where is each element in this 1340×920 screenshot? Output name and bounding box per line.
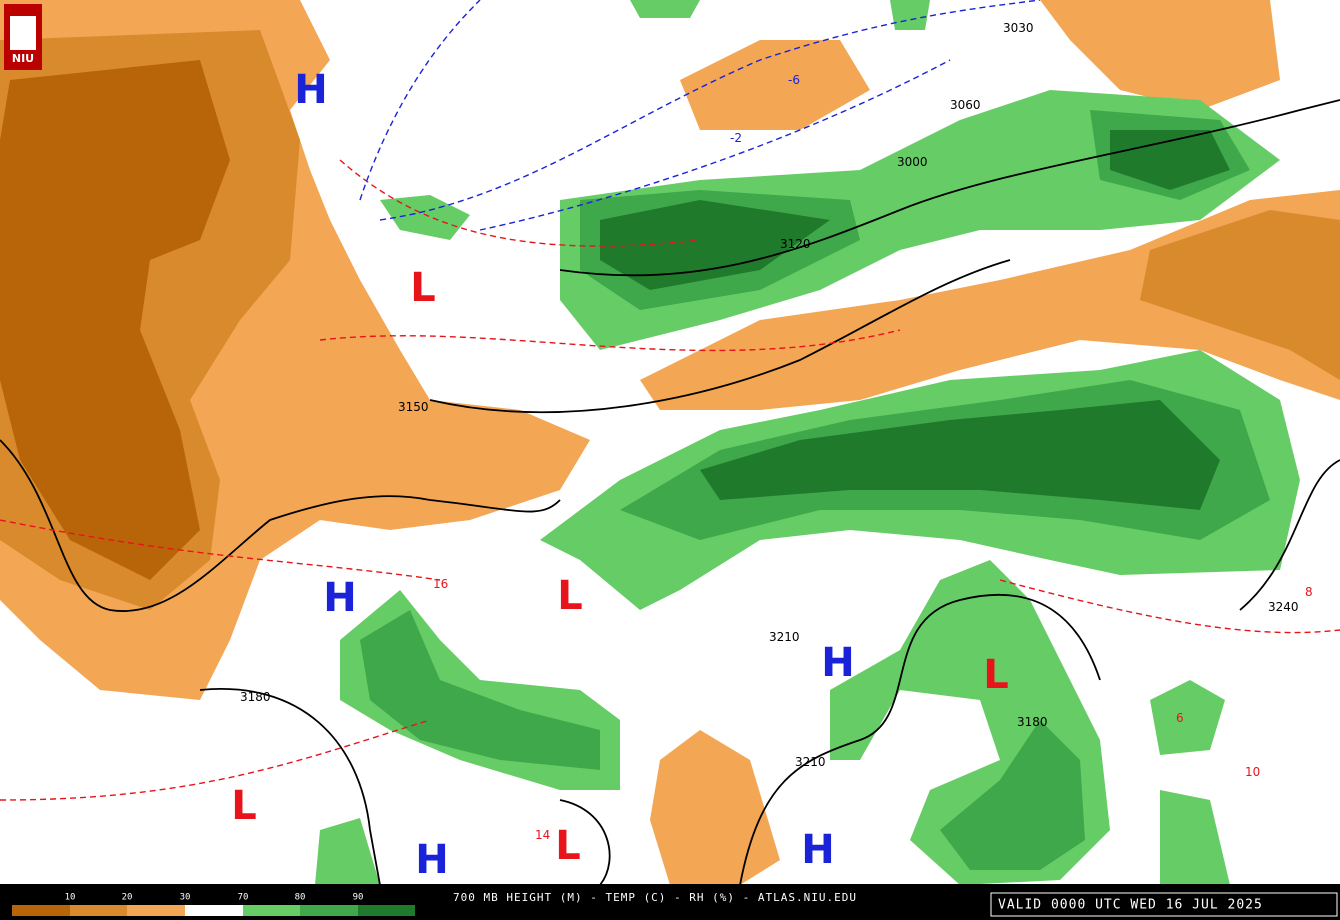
low-center: L (410, 265, 436, 311)
height-label: 3210 (769, 630, 800, 644)
height-contour (559, 99, 1340, 277)
rh-dry-30 (1040, 0, 1280, 110)
temp-label: 6 (1176, 711, 1184, 725)
height-label: 3180 (240, 690, 271, 704)
temp-contour (0, 159, 1340, 801)
height-label: 3210 (795, 755, 826, 769)
height-label: 3240 (1268, 600, 1299, 614)
height-label: 3150 (398, 400, 429, 414)
rh-moist-90 (600, 130, 1230, 290)
legend-label: 70 (238, 893, 249, 903)
legend-swatch (185, 905, 243, 916)
legend-swatch (300, 905, 358, 916)
legend-swatch (243, 905, 300, 916)
high-center: H (821, 640, 854, 686)
logo-text: NIU (12, 52, 34, 65)
height-contour (429, 259, 1011, 414)
height-label: 3120 (780, 237, 811, 251)
legend-label: 10 (65, 893, 76, 903)
temp-label: -6 (788, 73, 800, 87)
high-center: H (294, 67, 327, 113)
legend-label: 80 (295, 893, 306, 903)
height-label: 3030 (1003, 21, 1034, 35)
rh-shading (0, 0, 1340, 885)
legend: 10 20 30 70 80 90 (12, 893, 415, 916)
rh-moist-80 (940, 720, 1085, 870)
low-center: L (983, 652, 1009, 698)
valid-box (990, 892, 1338, 917)
rh-dry-10 (0, 60, 230, 580)
temp-label: 10 (1245, 765, 1260, 779)
legend-swatch (70, 905, 127, 916)
rh-dry-20 (1140, 210, 1340, 380)
logo-building (10, 16, 36, 50)
low-center: L (231, 783, 257, 829)
height-label: 3000 (897, 155, 928, 169)
legend-swatch (127, 905, 185, 916)
legend-swatch (358, 905, 415, 916)
height-label: 3060 (950, 98, 981, 112)
legend-swatch (12, 905, 70, 916)
legend-label: 20 (122, 893, 133, 903)
rh-dry-30 (680, 40, 870, 130)
rh-dry-30 (650, 730, 780, 885)
height-label: 3180 (1017, 715, 1048, 729)
legend-label: 90 (353, 893, 364, 903)
rh-moist-80 (360, 610, 600, 770)
height-contour (199, 459, 1340, 886)
low-center: L (557, 573, 583, 619)
footer-title: 700 MB HEIGHT (M) - TEMP (C) - RH (%) - … (453, 891, 857, 904)
temp-label: 14 (535, 828, 550, 842)
height-contour (0, 439, 561, 612)
low-center: L (555, 823, 581, 869)
legend-label: 30 (180, 893, 191, 903)
temp-contour (359, 0, 1041, 231)
high-center: H (801, 827, 834, 873)
valid-time: VALID 0000 UTC WED 16 JUL 2025 (998, 898, 1263, 913)
rh-moist-90 (700, 400, 1220, 510)
contours (0, 0, 1340, 886)
temp-label: 16 (433, 577, 448, 591)
high-center: H (323, 575, 356, 621)
high-center: H (415, 837, 448, 883)
temp-label: 8 (1305, 585, 1313, 599)
temp-label: -2 (730, 131, 742, 145)
